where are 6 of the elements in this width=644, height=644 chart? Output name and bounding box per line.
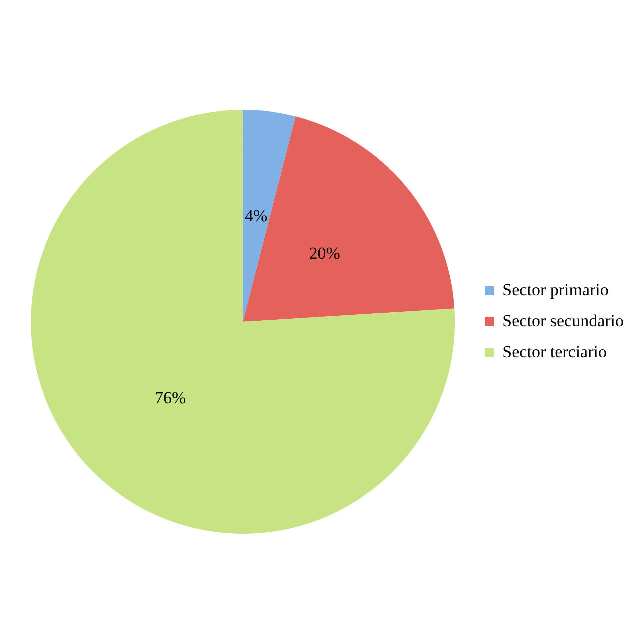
data-label: 76%: [154, 388, 186, 408]
data-label: 4%: [245, 206, 268, 226]
legend-label: Sector terciario: [502, 342, 607, 362]
legend-label: Sector secundario: [502, 311, 624, 330]
data-label: 20%: [309, 244, 340, 263]
legend-label: Sector primario: [502, 280, 609, 300]
